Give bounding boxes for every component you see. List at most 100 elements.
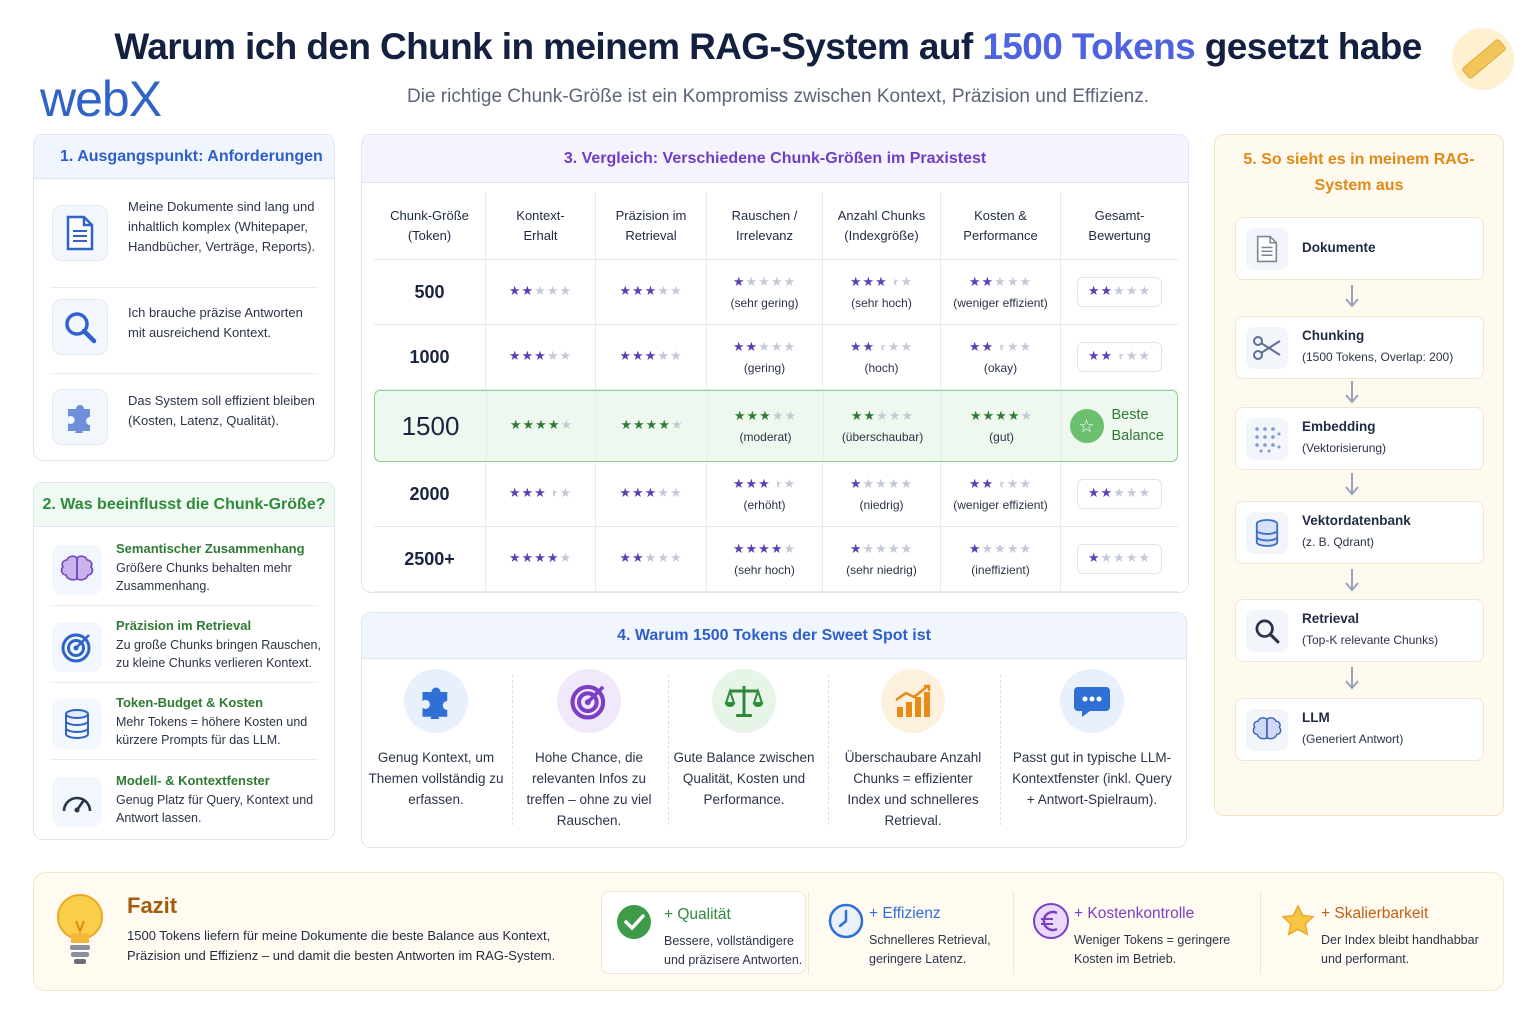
praezision-stars: ★★★★★	[619, 551, 683, 566]
rauschen-stars: ★★★★★	[732, 274, 797, 290]
header-line: Rauschen /	[731, 207, 798, 223]
ruler-icon	[1452, 28, 1514, 90]
kontext-stars: ★★★★★	[508, 284, 573, 299]
influence-item: Modell- & Kontextfenster Genug Platz für…	[50, 773, 326, 837]
table-cell: ★★★★★ (sehr hoch)	[707, 527, 823, 591]
sweetspot-text: Überschaubare Anzahl Chunks = effiziente…	[844, 750, 982, 828]
chunk-size-label: 500	[414, 281, 445, 302]
influences-title: 2. Was beeinflusst die Chunk-Größe?	[34, 483, 334, 527]
table-row: 2500+ ★★★★★ ★★★★★ ★★★★★ (sehr hoch) ★★★★★ (seh…	[374, 527, 1178, 592]
divider	[50, 682, 318, 683]
table-cell: ★★★★★ (erhöht)	[707, 462, 823, 526]
fazit-text: 1500 Tokens liefern für meine Dokumente …	[127, 928, 556, 963]
sweetspot-item: Genug Kontext, um Themen vollständig zu …	[361, 669, 511, 810]
step-detail: (z. B. Qdrant)	[1302, 535, 1375, 549]
table-cell: ★★★★★ (okay)	[941, 325, 1061, 389]
page-subtitle: Die richtige Chunk-Größe ist ein Komprom…	[406, 86, 1149, 107]
kontext-stars: ★★★★★	[508, 349, 573, 364]
table-cell: ★★★★★ (niedrig)	[823, 462, 941, 526]
benefit-title: + Qualität	[664, 906, 731, 923]
divider	[50, 373, 318, 374]
pipeline-panel: 5. So sieht es in meinem RAG-System aus …	[1214, 134, 1504, 816]
pipeline-step: Retrieval (Top-K relevante Chunks)	[1235, 599, 1484, 662]
puzzle-icon	[52, 389, 108, 445]
anzahl-stars: ★★★★★	[849, 339, 914, 355]
table-header-cell: Kontext- Erhalt	[486, 192, 596, 259]
table-row: 1500 ★★★★★ ★★★★★ ★★★★★ (moderat) ★★★★★ (übersc…	[374, 390, 1178, 462]
divider	[50, 605, 318, 606]
pipeline-step: Chunking (1500 Tokens, Overlap: 200)	[1235, 316, 1484, 379]
benefit-title: + Effizienz	[869, 905, 941, 922]
header-line: Irrelevanz	[735, 227, 794, 243]
sweetspot-item: Gute Balance zwischen Qualität, Kosten u…	[669, 669, 819, 810]
star-badge-icon: ☆	[1069, 409, 1104, 443]
star-icon	[1278, 901, 1318, 941]
rauschen-label: (sehr gering)	[730, 295, 799, 310]
anzahl-stars: ★★★★★	[849, 274, 914, 290]
database-icon	[52, 699, 102, 749]
rauschen-stars: ★★★★★	[733, 408, 798, 424]
table-cell: ★★★★★ (gut)	[942, 391, 1062, 461]
header-line: Gesamt-	[1094, 207, 1145, 223]
sweetspot-text: Gute Balance zwischen Qualität, Kosten u…	[673, 750, 815, 807]
header-line: Erhalt	[523, 227, 558, 243]
influences-panel: 2. Was beeinflusst die Chunk-Größe? Sema…	[33, 482, 335, 840]
table-cell: 2500+	[374, 527, 486, 591]
benefit-card: + Effizienz Schnelleres Retrieval, gering…	[814, 891, 1011, 974]
search-icon	[1246, 610, 1288, 652]
praezision-stars: ★★★★★	[619, 284, 683, 299]
chunk-size-label: 1000	[409, 346, 450, 367]
benefit-text: Schnelleres Retrieval, geringere Latenz.	[869, 933, 991, 966]
arrow-down-icon	[1344, 380, 1360, 404]
table-cell: ★★★★★	[596, 260, 707, 324]
table-cell: ★★★★★	[486, 462, 596, 526]
gesamt-box: ★★★★★	[1076, 277, 1163, 307]
table-cell: ★★★★★	[487, 391, 597, 461]
arrow-down-icon	[1344, 284, 1360, 308]
rauschen-label: (erhöht)	[743, 497, 786, 512]
rauschen-stars: ★★★★★	[732, 339, 797, 355]
header-line: (Indexgröße)	[844, 227, 919, 243]
benefit-title: + Kostenkontrolle	[1074, 905, 1195, 922]
kosten-label: (weniger effizient)	[953, 497, 1048, 512]
kosten-stars: ★★★★★	[969, 408, 1034, 424]
divider	[828, 675, 829, 825]
table-cell: ★★★★★	[486, 325, 596, 389]
requirement-item: Das System soll effizient bleiben (Koste…	[50, 389, 318, 455]
header-line: Anzahl Chunks	[837, 207, 926, 223]
sweetspot-item: Passt gut in typische LLM-Kontextfenster…	[1012, 669, 1172, 810]
header-line: Performance	[963, 227, 1038, 243]
database-icon	[1246, 512, 1288, 554]
document-icon	[52, 205, 108, 261]
scissors-icon	[1246, 327, 1288, 369]
step-title: Embedding	[1302, 419, 1376, 434]
table-header-cell: Gesamt- Bewertung	[1061, 192, 1178, 259]
table-header-cell: Präzision im Retrieval	[596, 192, 707, 259]
best-balance-label: Beste Balance	[1111, 407, 1164, 444]
gesamt-stars: ★★★★★	[1087, 551, 1152, 566]
table-cell: ★★★★★	[486, 260, 596, 324]
webx-logo: webX	[40, 71, 162, 127]
divider	[1000, 675, 1001, 825]
target-icon	[52, 622, 102, 672]
comparison-panel: 3. Vergleich: Verschiedene Chunk-Größen …	[361, 134, 1189, 593]
table-row: 2000 ★★★★★ ★★★★★ ★★★★★ (erhöht) ★★★★★ (niedrig…	[374, 462, 1178, 527]
anzahl-label: (hoch)	[864, 360, 899, 375]
benefit-card: + Kostenkontrolle Weniger Tokens = gering…	[1019, 891, 1257, 974]
lightbulb-icon	[54, 891, 106, 969]
best-balance-badge: ☆ Beste Balance	[1069, 405, 1172, 447]
page-title: Warum ich den Chunk in meinem RAG-System…	[114, 26, 1422, 67]
step-title: Retrieval	[1302, 611, 1360, 626]
rauschen-label: (sehr hoch)	[734, 562, 795, 577]
step-title: Chunking	[1302, 328, 1365, 343]
gesamt-stars: ★★★★★	[1087, 486, 1152, 501]
sweetspot-text: Hohe Chance, die relevanten Infos zu tre…	[526, 750, 652, 828]
step-title: Dokumente	[1302, 240, 1376, 255]
table-header-cell: Kosten & Performance	[941, 192, 1061, 259]
step-title: Vektordatenbank	[1302, 513, 1411, 528]
table-cell: ★★★★★ (weniger effizient)	[941, 462, 1061, 526]
benefit-card: + Skalierbarkeit Der Index bleibt handhab…	[1266, 891, 1491, 974]
gauge-icon	[52, 777, 102, 827]
table-row: 1000 ★★★★★ ★★★★★ ★★★★★ (gering) ★★★★★ (hoch) ★★…	[374, 325, 1178, 390]
step-detail: (Vektorisierung)	[1302, 441, 1387, 455]
